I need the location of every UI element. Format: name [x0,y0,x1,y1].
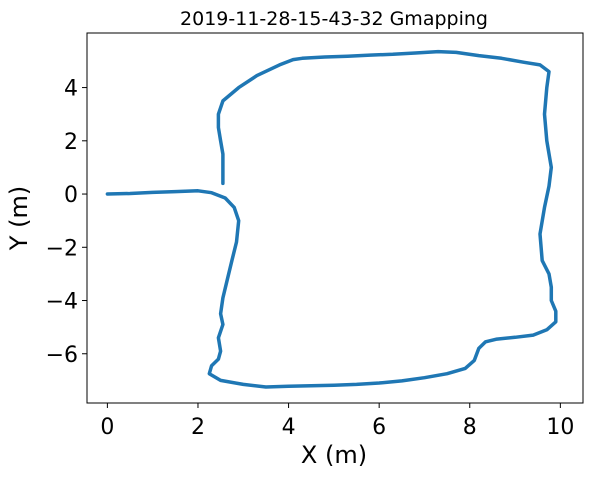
x-tick-label: 2 [191,415,205,440]
x-tick-label: 8 [463,415,477,440]
x-tick-label: 6 [372,415,386,440]
plot-area [86,32,584,404]
y-tick-label: 2 [64,130,78,155]
series-layer [105,49,558,389]
trajectory-line-0 [105,49,558,389]
x-tick-label: 10 [546,415,574,440]
y-axis: 4 2 0 −2 −4 −6 [46,77,87,368]
x-tick-label: 4 [282,415,296,440]
y-tick-label: −4 [46,290,78,315]
x-axis: 0 2 4 6 8 10 [100,403,574,440]
x-axis-label: X (m) [301,441,367,469]
y-tick-label: 0 [64,183,78,208]
chart-title: 2019-11-28-15-43-32 Gmapping [180,8,488,30]
y-tick-label: −6 [46,343,78,368]
axes-frame [86,32,584,404]
x-tick-label: 0 [100,415,114,440]
y-tick-label: 4 [64,77,78,102]
y-axis-label: Y (m) [5,186,33,251]
y-tick-label: −2 [46,236,78,261]
